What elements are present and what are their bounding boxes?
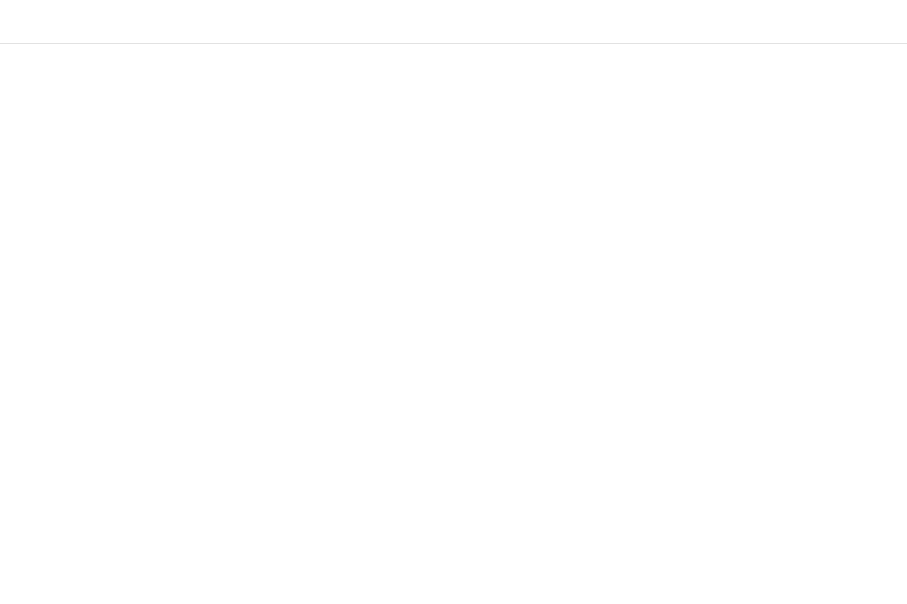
timeframe-toolbar <box>0 0 907 44</box>
